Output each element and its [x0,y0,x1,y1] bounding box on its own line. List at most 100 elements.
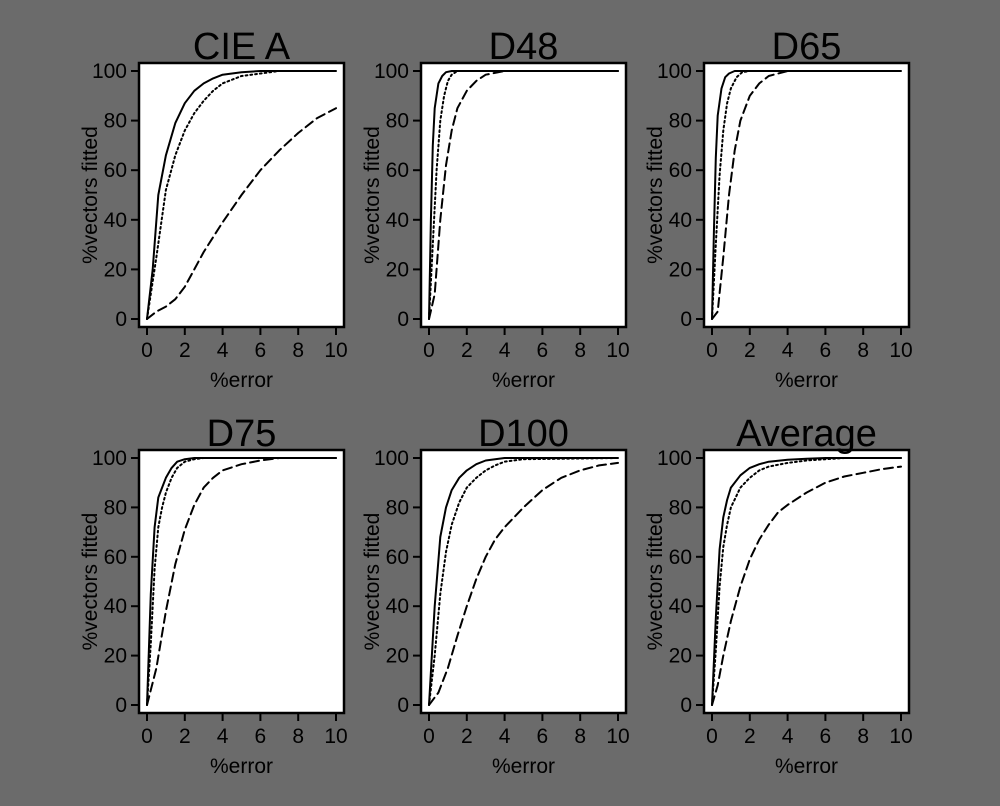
panel-2: D48 0 20 40 60 80 100 0 2 4 6 8 10 %error %vectors fit… [361,26,630,392]
x-tick-label: 2 [461,725,473,748]
x-tick-label: 8 [857,339,869,362]
y-tick-label: 80 [104,110,127,133]
chart-title: D75 [207,413,277,455]
plot-area [419,61,628,329]
x-tick-label: 4 [499,725,511,748]
x-tick-label: 10 [324,339,347,362]
series-line-dashed [146,107,337,320]
x-tick-label: 4 [499,339,511,362]
x-tick-label: 8 [574,725,586,748]
y-tick-label: 100 [92,447,127,470]
x-tick-label: 4 [217,725,229,748]
x-tick-label: 2 [179,725,191,748]
y-tick-label: 40 [386,595,409,618]
x-tick-label: 6 [255,725,267,748]
x-tick-label: 6 [820,339,832,362]
y-tick-label: 20 [669,645,692,668]
series-line-solid [146,70,337,320]
y-tick-label: 60 [104,546,127,569]
x-tick-label: 2 [179,339,191,362]
y-tick-label: 0 [115,694,127,717]
y-tick-label: 100 [374,60,409,83]
y-tick-label: 20 [386,258,409,281]
y-tick-label: 20 [104,645,127,668]
y-tick-label: 60 [669,546,692,569]
x-tick-label: 0 [423,725,435,748]
x-tick-label: 4 [217,339,229,362]
y-axis-label: %vectors fitted [644,126,667,264]
series-line-solid [146,457,337,706]
x-tick-label: 8 [574,339,586,362]
y-tick-label: 80 [386,496,409,519]
x-axis-label: %error [492,755,555,778]
x-tick-label: 8 [857,725,869,748]
x-tick-label: 4 [782,725,794,748]
plot-area [702,448,911,715]
series-line-dotted [428,70,619,320]
x-tick-label: 6 [820,725,832,748]
series-line-dashed [711,465,902,706]
plot-area [702,61,911,329]
y-tick-label: 60 [386,159,409,182]
x-tick-label: 2 [744,339,756,362]
x-tick-label: 10 [606,725,629,748]
panel-6: Average 0 20 40 60 80 100 0 2 4 6 8 10 %error %vectors… [644,413,913,778]
y-tick-label: 40 [104,209,127,232]
series-line-solid [428,457,619,706]
x-tick-label: 10 [606,339,629,362]
y-tick-label: 60 [669,159,692,182]
y-tick-label: 80 [669,496,692,519]
y-tick-label: 0 [680,694,692,717]
y-tick-label: 40 [669,209,692,232]
series-line-dashed [428,461,619,706]
x-tick-label: 10 [889,339,912,362]
x-tick-label: 8 [292,725,304,748]
y-tick-label: 20 [669,258,692,281]
x-tick-label: 0 [706,725,718,748]
y-tick-label: 80 [386,110,409,133]
y-tick-label: 100 [657,447,692,470]
y-tick-label: 80 [669,110,692,133]
x-tick-label: 0 [141,339,153,362]
series-line-dashed [711,70,902,320]
y-tick-label: 100 [92,60,127,83]
series-line-dashed [428,70,619,320]
x-tick-label: 2 [461,339,473,362]
x-axis-label: %error [210,755,273,778]
y-axis-label: %vectors fitted [79,126,102,264]
series-line-dotted [146,70,337,320]
panel-5: D100 0 20 40 60 80 100 0 2 4 6 8 10 %error %vectors fi… [361,413,630,778]
series-line-solid [711,70,902,320]
y-tick-label: 60 [104,159,127,182]
y-tick-label: 20 [104,258,127,281]
chart-title: D48 [489,26,559,68]
y-axis-label: %vectors fitted [644,513,667,651]
y-tick-label: 0 [115,308,127,331]
x-axis-label: %error [775,755,838,778]
y-tick-label: 100 [374,447,409,470]
x-tick-label: 4 [782,339,794,362]
x-tick-label: 6 [537,339,549,362]
y-tick-label: 100 [657,60,692,83]
x-tick-label: 0 [141,725,153,748]
y-tick-label: 40 [669,595,692,618]
chart-title: D100 [478,413,569,455]
series-line-dotted [428,457,619,706]
x-tick-label: 0 [706,339,718,362]
y-tick-label: 60 [386,546,409,569]
chart-title: D65 [772,26,842,68]
series-line-dotted [711,70,902,320]
y-tick-label: 20 [386,645,409,668]
x-tick-label: 6 [255,339,267,362]
series-line-dotted [711,457,902,706]
x-tick-label: 8 [292,339,304,362]
y-tick-label: 0 [397,308,409,331]
x-tick-label: 0 [423,339,435,362]
y-tick-label: 0 [680,308,692,331]
y-tick-label: 40 [104,595,127,618]
y-tick-label: 0 [397,694,409,717]
series-line-dashed [146,457,337,706]
y-tick-label: 40 [386,209,409,232]
x-tick-label: 10 [324,725,347,748]
